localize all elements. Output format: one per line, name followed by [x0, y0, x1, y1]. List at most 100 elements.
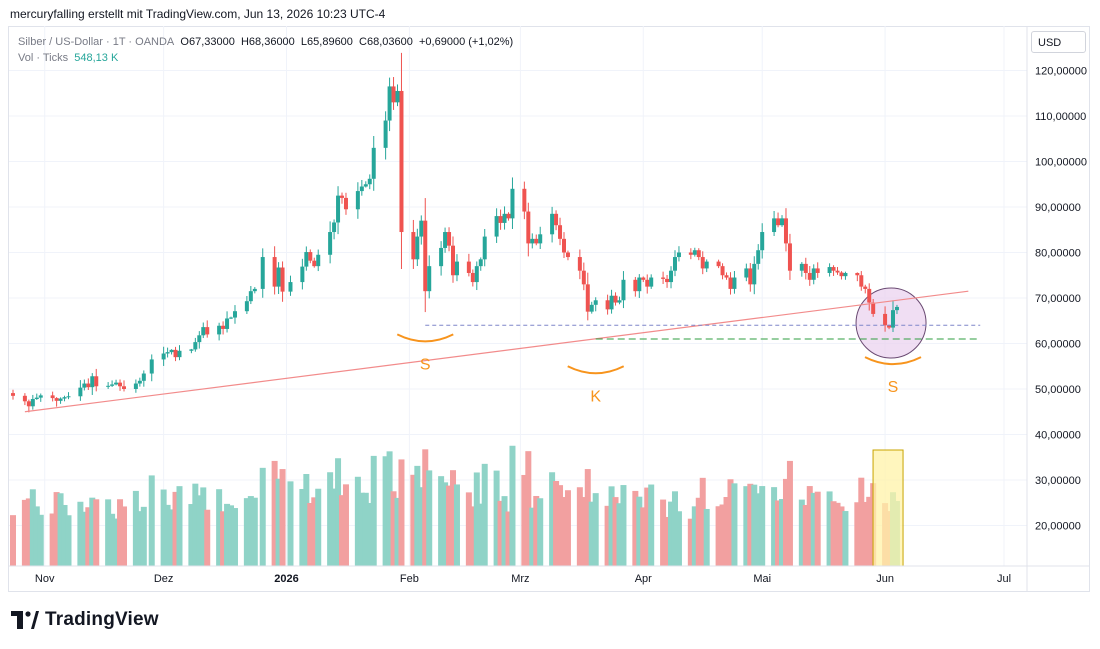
candle-body [641, 277, 646, 280]
candle-body [201, 327, 206, 336]
candle-body [149, 359, 154, 374]
volume-bar [251, 497, 258, 566]
candle-body [355, 191, 360, 210]
time-tick-label: Nov [35, 573, 55, 585]
candle-body [637, 277, 642, 292]
volume-bar [549, 472, 556, 566]
volume-bar [287, 481, 294, 566]
candle-body [534, 238, 539, 244]
price-tick-label: 50,00000 [1035, 384, 1081, 396]
candle-body [843, 272, 848, 277]
candle-body [22, 395, 27, 402]
volume-bar [394, 497, 401, 566]
candle-body [260, 257, 265, 289]
candle-body [110, 384, 115, 386]
candle-body [871, 302, 876, 314]
price-tick-label: 30,00000 [1035, 475, 1081, 487]
trendline [24, 290, 969, 413]
candle-body [811, 268, 816, 280]
volume-bar [691, 506, 698, 566]
volume-bar [259, 467, 266, 566]
candle-body [34, 397, 39, 400]
overlay-top: S K S [24, 290, 981, 413]
candle-body [62, 397, 67, 399]
volume-bar [636, 496, 643, 566]
volume-bar [564, 490, 571, 566]
candle-body [343, 197, 348, 210]
time-tick-label: 2026 [274, 573, 298, 585]
volume-bar [731, 483, 738, 566]
price-tick-label: 90,00000 [1035, 202, 1081, 214]
volume-bar [521, 474, 528, 566]
volume-bar [61, 504, 68, 566]
candle-body [724, 275, 729, 278]
candle-body [221, 325, 226, 329]
candle-body [94, 376, 99, 387]
currency-button[interactable]: USD [1031, 31, 1086, 53]
volume-bar [664, 516, 671, 566]
volume-bar [477, 503, 484, 566]
time-tick-label: Jun [876, 573, 894, 585]
volume-bar [390, 491, 397, 566]
volume-bar [826, 491, 833, 566]
volume-bar [576, 487, 583, 566]
volume-bar [216, 489, 223, 566]
candle-body [859, 275, 864, 287]
volume-bar [802, 504, 809, 566]
volume-bar [453, 484, 460, 566]
volume-bar [342, 484, 349, 566]
candle-body [522, 188, 527, 212]
candle-body [161, 353, 166, 360]
volume-bar [422, 449, 429, 566]
price-chart[interactable]: S K S 20,00000 30,00000 40,00000 50,00000 60,0… [0, 0, 1100, 600]
candle-body [780, 218, 785, 226]
volume-bar [438, 476, 445, 566]
time-tick-label: Apr [635, 573, 652, 585]
candle-body [752, 263, 757, 285]
candle-body [90, 376, 95, 388]
time-axis: Nov Dez 2026 Feb Mrz Apr Mai Jun Jul [8, 565, 1090, 585]
volume-bar [370, 455, 377, 566]
volume-bar [782, 478, 789, 566]
close-value: C68,03600 [359, 36, 413, 48]
candle-body [756, 250, 761, 264]
candle-body [328, 232, 333, 255]
candle-body [454, 261, 459, 276]
annotation-label: S [888, 379, 899, 396]
candle-body [336, 195, 341, 223]
candle-body [665, 278, 670, 283]
low-value: L65,89600 [300, 36, 353, 48]
volume-bar [533, 495, 540, 566]
volume-bar [81, 511, 88, 566]
volume-bar [703, 508, 710, 566]
volume-label[interactable]: Vol · Ticks [18, 52, 69, 64]
candle-body [217, 325, 222, 335]
volume-bar [644, 487, 651, 566]
candle-body [783, 218, 788, 244]
candle-body [165, 352, 170, 354]
volume-bar [105, 499, 112, 566]
candle-body [316, 254, 321, 267]
candle-body [308, 252, 313, 261]
volume-bar [168, 509, 175, 566]
volume-bar [612, 497, 619, 566]
candle-body [252, 288, 257, 292]
candle-body [443, 232, 448, 248]
candle-body [451, 245, 456, 276]
candle-body [141, 373, 146, 381]
volume-bar [271, 460, 278, 566]
candle-body [359, 186, 364, 192]
volume-bar [117, 499, 124, 566]
volume-bar [584, 469, 591, 566]
volume-bar [33, 506, 40, 566]
volume-bar [814, 491, 821, 566]
volume-bar [810, 492, 817, 566]
volume-bar [311, 497, 318, 566]
volume-bar [354, 476, 361, 566]
volume-bar [687, 518, 694, 566]
tradingview-logo[interactable]: TradingView [11, 609, 159, 631]
annotation-arc [396, 333, 454, 343]
volume-bar [85, 507, 92, 566]
symbol-label[interactable]: Silber / US-Dollar · 1T · OANDA [18, 36, 175, 48]
volume-bar [327, 472, 334, 566]
